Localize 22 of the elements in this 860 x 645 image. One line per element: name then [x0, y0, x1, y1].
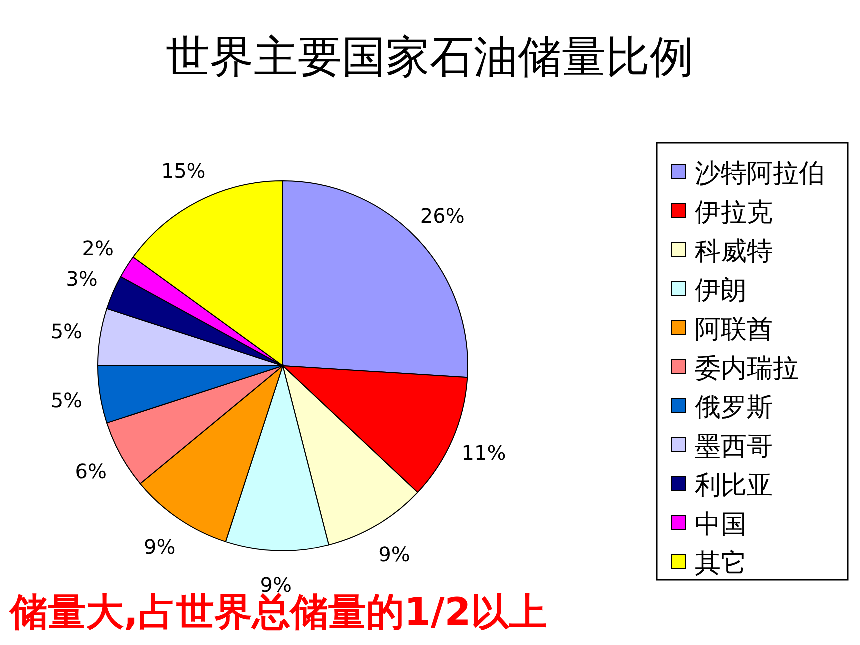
legend-label: 科威特 — [695, 237, 773, 267]
data-label: 5% — [50, 320, 83, 344]
legend-label: 中国 — [695, 510, 747, 540]
legend-label: 墨西哥 — [695, 432, 773, 462]
legend-label: 利比亚 — [695, 471, 773, 501]
data-label: 6% — [75, 460, 107, 484]
data-label: 15% — [161, 158, 206, 183]
legend-label: 俄罗斯 — [695, 393, 773, 423]
data-label: 26% — [420, 204, 465, 228]
data-label: 9% — [144, 535, 176, 560]
legend-label: 沙特阿拉伯 — [695, 159, 825, 189]
data-label: 3% — [66, 267, 98, 292]
legend-label: 伊朗 — [695, 276, 747, 306]
data-label: 2% — [82, 236, 114, 261]
legend-label: 阿联酋 — [695, 315, 773, 345]
legend-label: 伊拉克 — [695, 198, 773, 228]
legend-label: 其它 — [695, 549, 747, 579]
data-label: 5% — [50, 388, 83, 412]
chart-title: 世界主要国家石油储量比例 — [166, 32, 694, 83]
data-label: 9% — [378, 542, 410, 567]
data-label: 11% — [462, 440, 506, 465]
legend-label: 委内瑞拉 — [695, 354, 799, 384]
